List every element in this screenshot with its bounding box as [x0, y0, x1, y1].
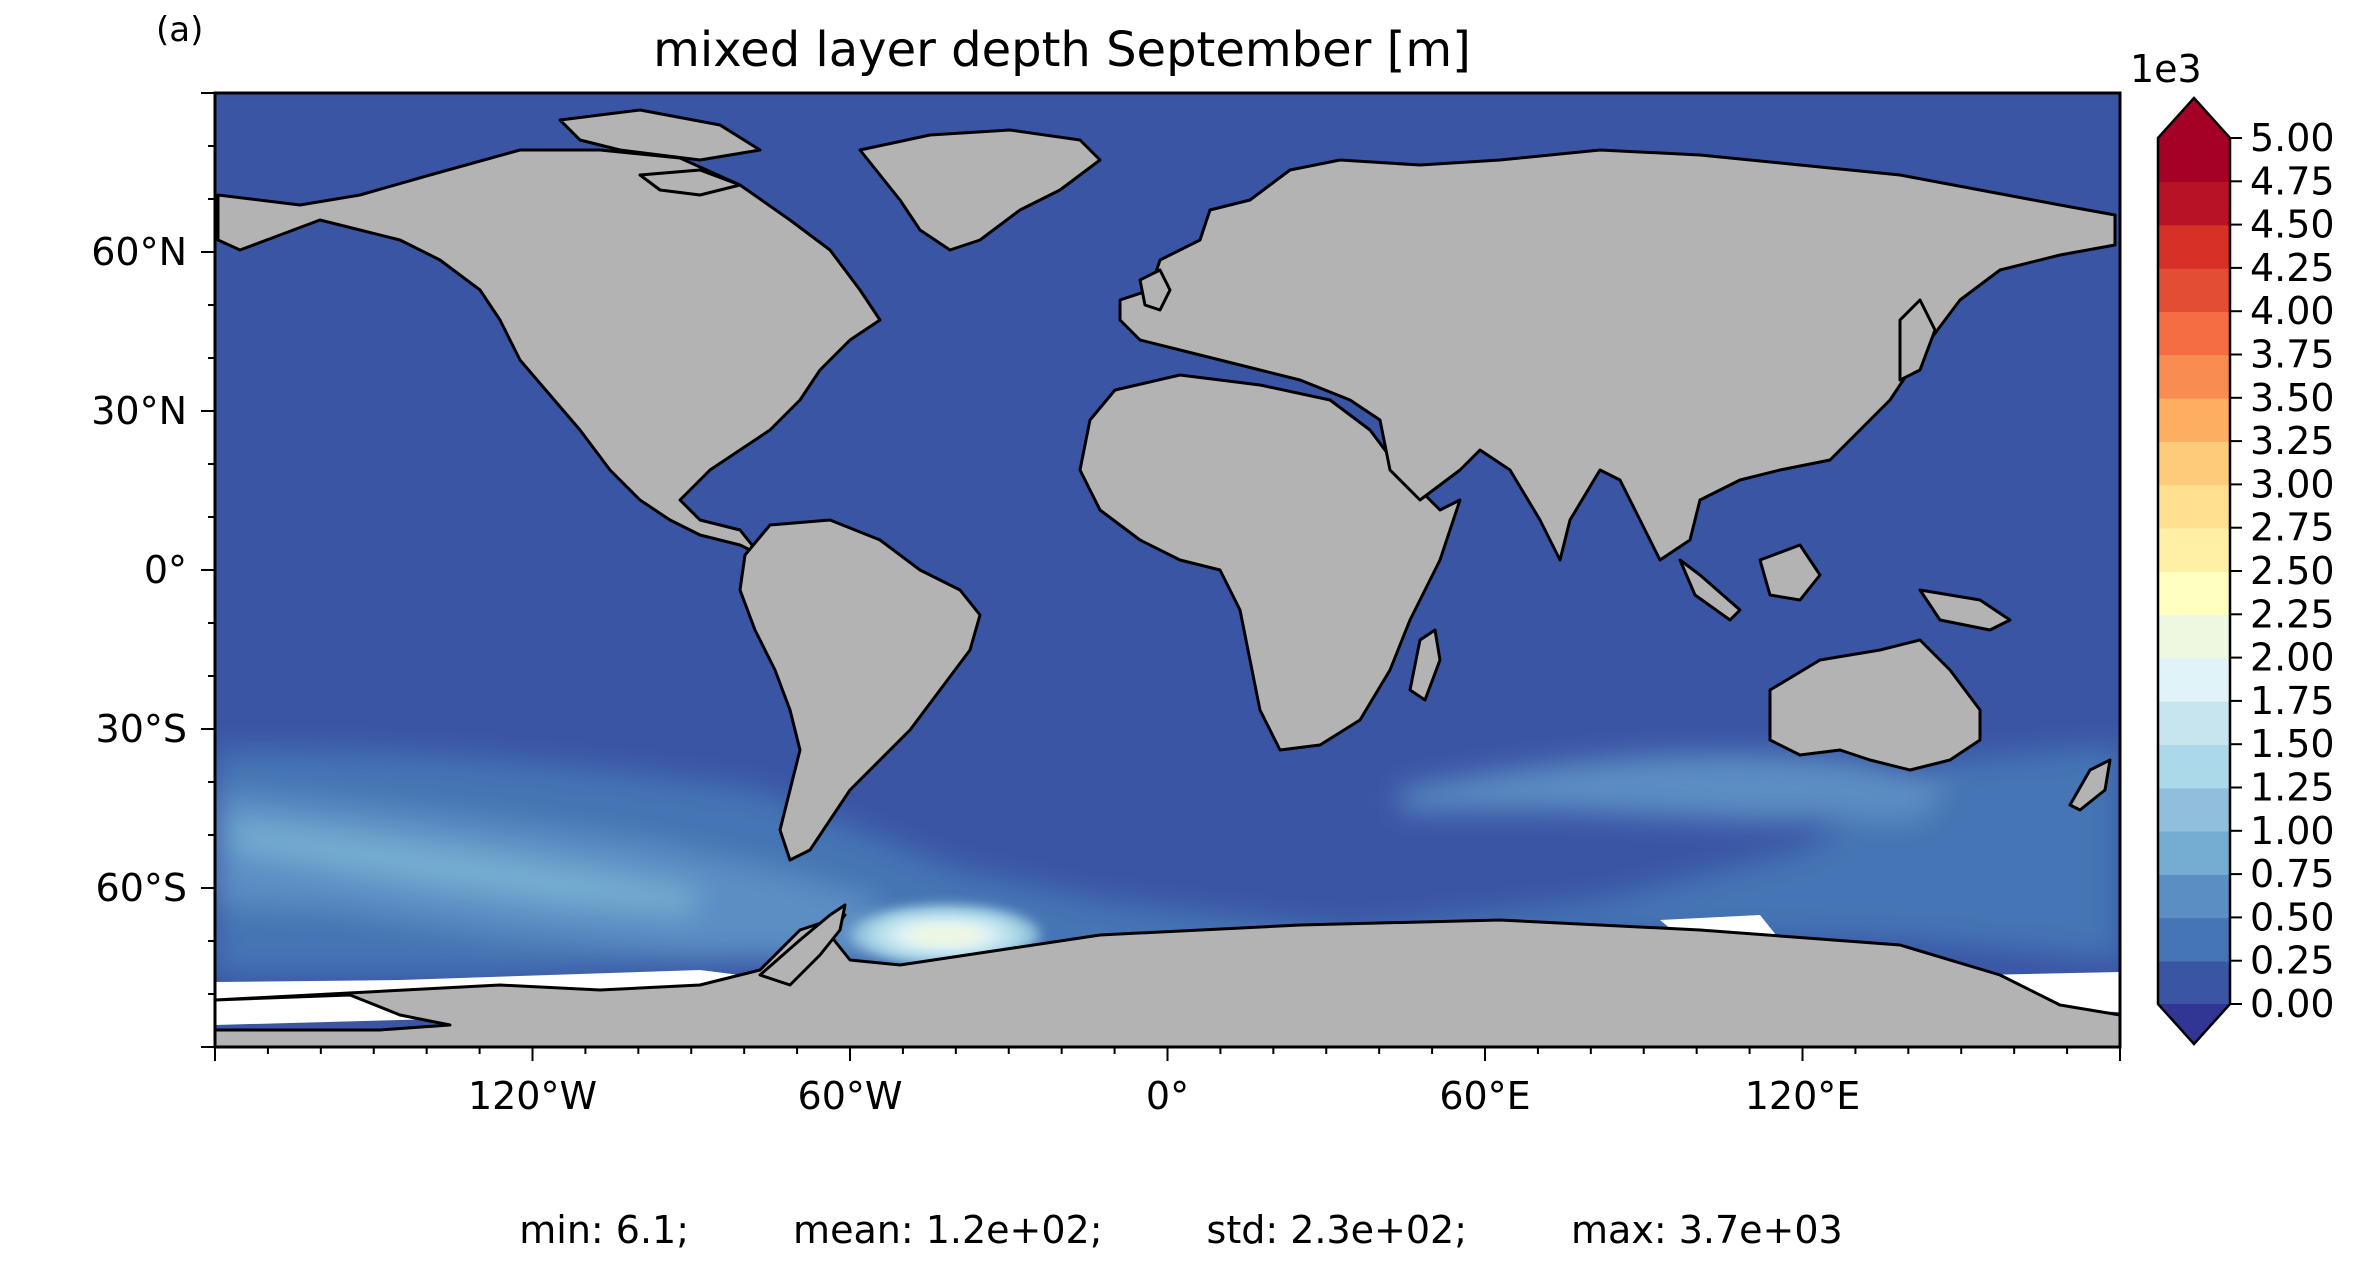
australia [1768, 638, 1982, 772]
colorbar-tick-label: 1.50 [2250, 722, 2335, 766]
colorbar-tick-label: 4.00 [2250, 289, 2335, 333]
map-area [215, 93, 2120, 1047]
british-isles [1138, 268, 1172, 312]
colorbar-segment [2158, 657, 2230, 702]
new-guinea [1918, 588, 2012, 632]
japan [1898, 298, 1937, 382]
africa [1078, 373, 1462, 752]
colorbar-segment [2158, 267, 2230, 312]
colorbar-labels: 0.000.250.500.751.001.251.501.752.002.25… [2230, 116, 2335, 1026]
colorbar-body [2156, 96, 2232, 1046]
lon-tick-label: 60°W [798, 1074, 903, 1118]
map-title: mixed layer depth September [m] [653, 22, 1471, 78]
colorbar-segment [2158, 397, 2230, 442]
colorbar-segment [2158, 744, 2230, 789]
lon-tick-label: 0° [1146, 1074, 1189, 1118]
antarctica [215, 913, 2120, 1047]
colorbar-segment [2158, 571, 2230, 616]
colorbar-segment [2158, 830, 2230, 875]
colorbar-tick-label: 0.50 [2250, 895, 2335, 939]
lat-tick-label: 30°N [91, 389, 187, 433]
colorbar-multiplier: 1e3 [2130, 47, 2202, 91]
southern-ocean-deep-mixing [215, 745, 2120, 980]
colorbar-tick-label: 2.50 [2250, 549, 2335, 593]
colorbar-segment [2158, 787, 2230, 832]
colorbar-segment [2158, 224, 2230, 269]
stat-min: min: 6.1; [519, 1208, 690, 1252]
longitude-ticks: 120°W 60°W 0° 60°E 120°E [214, 1047, 2121, 1118]
colorbar-tick-label: 3.00 [2250, 462, 2335, 506]
colorbar-tick-label: 1.25 [2250, 766, 2335, 810]
colorbar-tick-label: 4.25 [2250, 246, 2335, 290]
stat-std: std: 2.3e+02; [1206, 1208, 1468, 1252]
lon-tick-label: 60°E [1439, 1074, 1530, 1118]
colorbar: 1e3 0.000.250.500.751.001.251.501.752.00… [2130, 47, 2335, 1046]
summary-stats: min: 6.1; mean: 1.2e+02; std: 2.3e+02; max:… [0, 1208, 2362, 1252]
colorbar-segment [2158, 354, 2230, 399]
colorbar-tick-label: 1.00 [2250, 809, 2335, 853]
antarctic-peninsula [758, 903, 847, 987]
colorbar-tick-label: 3.50 [2250, 376, 2335, 420]
colorbar-tick-label: 0.75 [2250, 852, 2335, 896]
colorbar-tick-label: 5.00 [2250, 116, 2335, 160]
latitude-ticks: 60°N 30°N 0° 30°S 60°S [91, 92, 215, 1048]
lat-tick-label: 0° [144, 548, 187, 592]
lat-tick-label: 30°S [96, 707, 187, 751]
lat-tick-label: 60°S [96, 866, 187, 910]
colorbar-tick-label: 4.75 [2250, 159, 2335, 203]
colorbar-extend-min [2158, 1004, 2230, 1044]
colorbar-segment [2158, 311, 2230, 356]
colorbar-tick-label: 4.50 [2250, 203, 2335, 247]
greenland [858, 128, 1102, 252]
arctic-islands [558, 108, 762, 197]
north-america [216, 148, 882, 557]
colorbar-segment [2158, 484, 2230, 529]
colorbar-tick-label: 3.75 [2250, 333, 2335, 377]
land-masses [215, 108, 2120, 1047]
madagascar [1408, 628, 1442, 702]
lon-tick-label: 120°E [1745, 1074, 1861, 1118]
colorbar-tick-label: 3.25 [2250, 419, 2335, 463]
colorbar-segment [2158, 917, 2230, 962]
colorbar-segment [2158, 874, 2230, 919]
colorbar-tick-label: 0.25 [2250, 939, 2335, 983]
colorbar-segment [2158, 614, 2230, 659]
lon-tick-label: 120°W [468, 1074, 597, 1118]
colorbar-tick-label: 2.00 [2250, 636, 2335, 680]
colorbar-extend-max [2158, 98, 2230, 138]
colorbar-segment [2158, 181, 2230, 226]
colorbar-segment [2158, 441, 2230, 486]
south-america [738, 518, 982, 862]
lat-tick-label: 60°N [91, 230, 187, 274]
colorbar-segment [2158, 527, 2230, 572]
eurasia [1118, 148, 2117, 562]
colorbar-tick-label: 0.00 [2250, 982, 2335, 1026]
colorbar-segment [2158, 700, 2230, 745]
stat-mean: mean: 1.2e+02; [793, 1208, 1103, 1252]
borneo [1758, 543, 1822, 602]
colorbar-tick-label: 2.25 [2250, 592, 2335, 636]
sumatra [1678, 558, 1742, 622]
colorbar-tick-label: 2.75 [2250, 506, 2335, 550]
colorbar-segment [2158, 138, 2230, 183]
panel-label: (a) [156, 10, 204, 50]
stat-max: max: 3.7e+03 [1571, 1208, 1843, 1252]
new-zealand [2068, 758, 2112, 812]
colorbar-segment [2158, 960, 2230, 1005]
colorbar-tick-label: 1.75 [2250, 679, 2335, 723]
